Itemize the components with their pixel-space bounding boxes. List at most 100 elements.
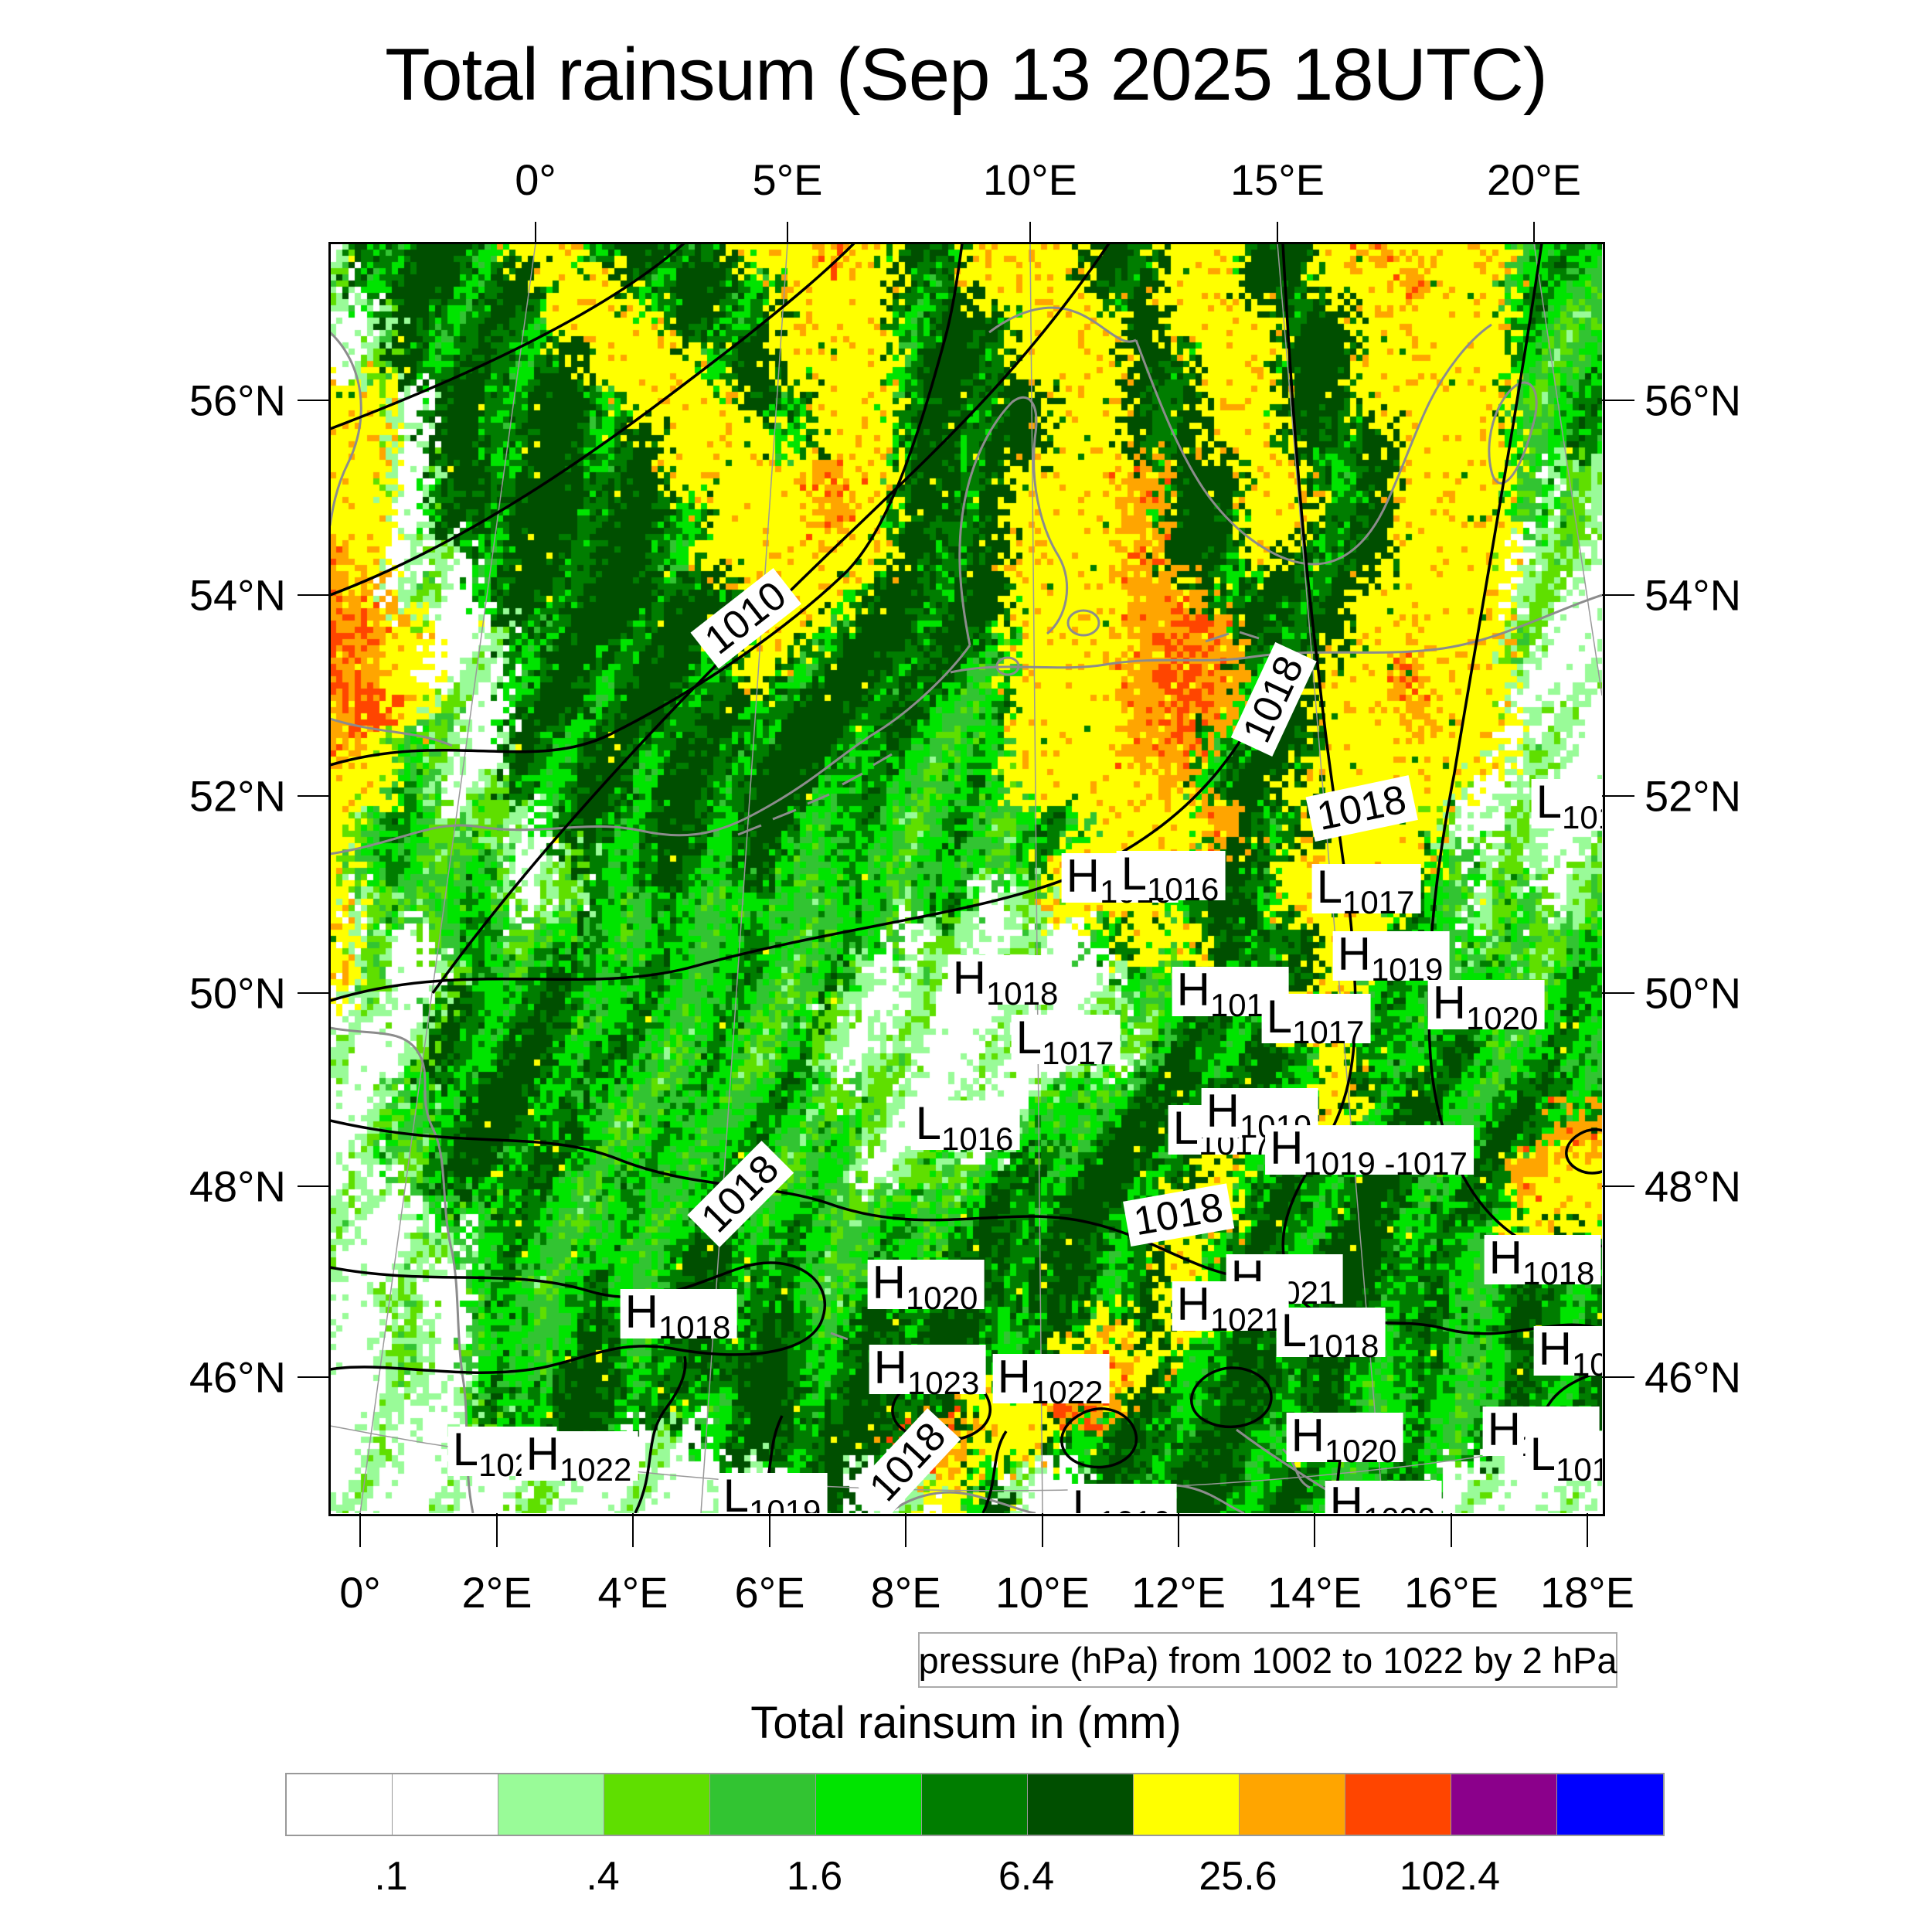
pressure-letter: H	[1432, 977, 1466, 1029]
bottom-axis-tick	[496, 1513, 498, 1547]
bottom-axis-tick	[1587, 1513, 1588, 1547]
pressure-value: 1016	[1098, 1504, 1170, 1514]
top-axis-label: 10°E	[982, 155, 1078, 204]
pressure-label: L1016	[1067, 1481, 1177, 1514]
pressure-value: 1022	[1030, 1374, 1104, 1410]
bottom-axis-tick	[632, 1513, 634, 1547]
pressure-value: 1023	[906, 1365, 980, 1401]
isobar-contour	[330, 243, 964, 767]
map-border	[328, 242, 1605, 1516]
right-axis-tick	[1602, 594, 1634, 596]
pressure-label: L1017	[1311, 864, 1421, 919]
pressure-letter: L	[1281, 1304, 1307, 1356]
pressure-letter: H	[624, 1286, 658, 1338]
bottom-axis-label: 18°E	[1539, 1568, 1635, 1617]
graticule-line	[1533, 243, 1602, 696]
contour-coastline-overlay	[330, 243, 1602, 1513]
isobar-contour	[634, 1355, 687, 1513]
top-axis-label: 5°E	[752, 155, 823, 204]
bottom-axis-tick	[1314, 1513, 1315, 1547]
pressure-value: 1022	[559, 1451, 632, 1488]
bottom-axis-label: 6°E	[734, 1568, 805, 1617]
bottom-axis-label: 0°	[339, 1568, 381, 1617]
pressure-letter: H	[1329, 1478, 1363, 1514]
pressure-letter: H	[526, 1428, 560, 1480]
colorbar-segment	[1557, 1774, 1663, 1835]
pressure-label: H1018	[620, 1286, 737, 1344]
pressure-value: 1019	[1561, 799, 1602, 835]
coastline	[330, 331, 362, 526]
pressure-label: H1022	[992, 1351, 1110, 1409]
colorbar-tick-label: 102.4	[1399, 1854, 1501, 1899]
coastline	[958, 396, 1069, 646]
pressure-letter: H	[1176, 964, 1210, 1015]
left-axis-tick	[298, 594, 330, 596]
left-axis-label: 52°N	[189, 771, 286, 821]
pressure-value: 1016	[1555, 1451, 1602, 1488]
bottom-axis-label: 8°E	[870, 1568, 941, 1617]
pressure-label: L1019	[718, 1473, 828, 1513]
pressure-value: 1021	[1209, 1301, 1283, 1338]
pressure-label: H1019 -1017	[1265, 1122, 1474, 1180]
graticule-line	[359, 243, 536, 1513]
left-axis-label: 46°N	[189, 1352, 286, 1402]
coastline	[1488, 381, 1538, 485]
pressure-letter: H	[997, 1351, 1031, 1403]
left-axis-label: 50°N	[189, 968, 286, 1018]
bottom-axis-label: 2°E	[461, 1568, 532, 1617]
pressure-value: 1018	[985, 975, 1059, 1012]
top-axis-label: 15°E	[1230, 155, 1325, 204]
right-axis-label: 48°N	[1645, 1162, 1742, 1211]
colorbar-segment	[1345, 1774, 1451, 1835]
coastline	[737, 753, 893, 836]
right-axis-label: 54°N	[1645, 570, 1742, 620]
pressure-label: L1017	[1011, 1015, 1121, 1070]
pressure-legend-note: pressure (hPa) from 1002 to 1022 by 2 hP…	[918, 1632, 1617, 1688]
colorbar-tick-label: 6.4	[998, 1854, 1055, 1899]
colorbar-segment	[710, 1774, 816, 1835]
pressure-value: 1019	[1303, 1145, 1376, 1182]
map-plot-area: 101010181018101810181018H1016L1016L1017H…	[330, 243, 1602, 1513]
pressure-letter: H	[873, 1342, 907, 1393]
left-axis-label: 56°N	[189, 376, 286, 425]
colorbar-segment	[816, 1774, 922, 1835]
left-axis-label: 54°N	[189, 570, 286, 620]
pressure-letter: H	[1066, 850, 1100, 902]
pressure-value: 1018	[1522, 1255, 1595, 1291]
right-axis-label: 56°N	[1645, 376, 1742, 425]
pressure-letter: L	[1121, 848, 1147, 900]
pressure-label: H1020	[1325, 1481, 1442, 1513]
bottom-axis-tick	[1178, 1513, 1179, 1547]
bottom-axis-label: 12°E	[1131, 1568, 1226, 1617]
colorbar-tick-label: 25.6	[1199, 1854, 1277, 1899]
colorbar-segment	[604, 1774, 710, 1835]
pressure-letter: H	[1270, 1122, 1304, 1174]
top-axis-tick	[1029, 222, 1031, 243]
right-axis-tick	[1602, 795, 1634, 797]
right-axis-label: 46°N	[1645, 1352, 1742, 1402]
coastline	[950, 594, 1602, 674]
bottom-axis-tick	[905, 1513, 906, 1547]
pressure-value: 1018	[658, 1309, 731, 1345]
pressure-label: H1020	[867, 1260, 985, 1315]
colorbar-tick-label: 1.6	[786, 1854, 843, 1899]
right-axis-label: 52°N	[1645, 771, 1742, 821]
pressure-label: H1022	[521, 1428, 638, 1486]
right-axis-tick	[1602, 992, 1634, 994]
pressure-label: L1016	[1525, 1431, 1602, 1486]
left-axis-label: 48°N	[189, 1162, 286, 1211]
colorbar-title: Total rainsum in (mm)	[750, 1698, 1182, 1748]
right-axis-tick	[1602, 1376, 1634, 1378]
pressure-value: 1018	[1306, 1328, 1379, 1364]
pressure-label: H1018	[1484, 1235, 1601, 1290]
pressure-value: 1017	[1342, 884, 1415, 920]
top-axis-tick	[535, 222, 536, 243]
pressure-letter: H	[1487, 1403, 1521, 1455]
colorbar-segment	[393, 1774, 498, 1835]
pressure-label: H1018	[947, 955, 1065, 1010]
isobar-contour	[1060, 1407, 1138, 1469]
coastline	[330, 717, 453, 747]
pressure-label: L1016	[1116, 848, 1226, 906]
pressure-letter: L	[1072, 1481, 1098, 1514]
right-axis-tick	[1602, 400, 1634, 401]
